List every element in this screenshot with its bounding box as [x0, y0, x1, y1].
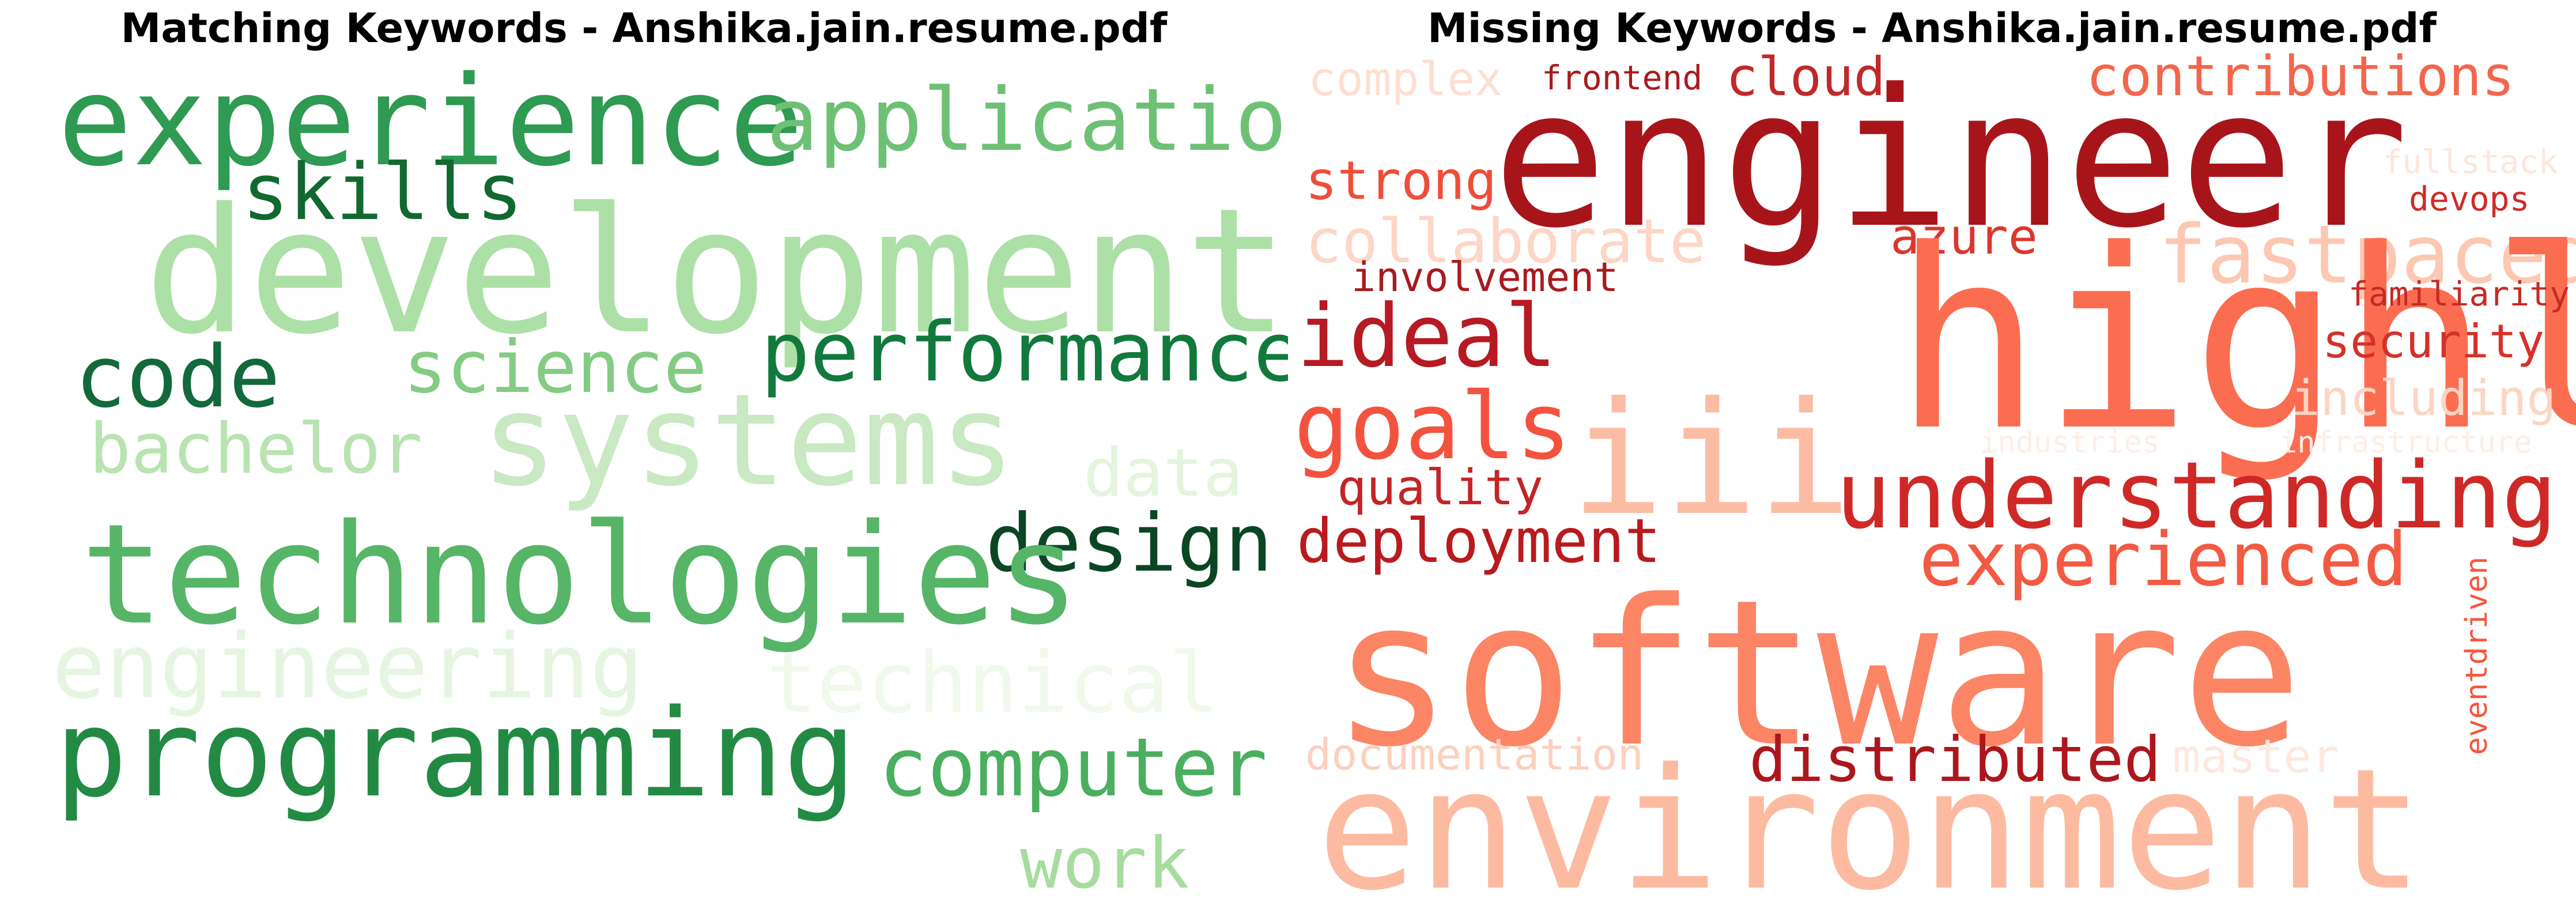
word-involvement: involvement — [1351, 254, 1619, 301]
word-highly: highly — [1893, 197, 2576, 485]
word-performance: performance — [761, 305, 1288, 400]
word-development: development — [144, 171, 1288, 372]
word-ideal: ideal — [1297, 286, 1557, 387]
word-bachelor: bachelor — [89, 409, 422, 489]
word-goals: goals — [1294, 372, 1572, 480]
word-cloud: cloud — [1726, 46, 1886, 108]
word-technical: technical — [766, 635, 1219, 732]
missing-keywords-title: Missing Keywords - Anshika.jain.resume.p… — [1427, 5, 2437, 52]
word-skills: skills — [242, 147, 523, 237]
word-experienced: experienced — [1919, 517, 2408, 603]
word-understanding: understanding — [1835, 441, 2557, 549]
word-software: software — [1331, 556, 2303, 791]
word-master: master — [2173, 730, 2339, 783]
word-experience: experience — [58, 49, 803, 194]
word-code: code — [75, 327, 280, 427]
word-devops: devops — [2409, 179, 2530, 218]
word-documentation: documentation — [1305, 729, 1644, 780]
word-fastpaced: fastpaced — [2158, 208, 2576, 302]
word-deployment: deployment — [1297, 506, 1661, 576]
word-computer: computer — [879, 721, 1267, 815]
matching-word-cloud: experienceapplicationskillsdevelopmentco… — [52, 49, 1288, 904]
word-engineer: engineer — [1493, 48, 2408, 270]
word-industries: industries — [1980, 425, 2160, 460]
word-data: data — [1083, 435, 1243, 512]
word-design: design — [985, 497, 1273, 590]
matching-keywords-title: Matching Keywords - Anshika.jain.resume.… — [120, 5, 1168, 52]
word-familiarity: familiarity — [2348, 274, 2570, 314]
word-science: science — [403, 326, 707, 409]
word-application: application — [766, 70, 1288, 171]
word-azure: azure — [1890, 209, 2038, 266]
word-technologies: technologies — [81, 494, 1080, 655]
word-infrastructure: infrastructure — [2279, 425, 2532, 460]
word-collaborate: collaborate — [1305, 206, 1706, 277]
word-programming: programming — [55, 683, 856, 824]
word-strong: strong — [1305, 150, 1497, 212]
word-engineering: engineering — [52, 614, 644, 719]
word-fullstack: fullstack — [2383, 144, 2558, 181]
word-environment: environment — [1317, 733, 2424, 917]
word-complex: complex — [1308, 52, 1502, 106]
word-systems: systems — [481, 367, 1015, 514]
word-frontend: frontend — [1542, 58, 1702, 97]
word-distributed: distributed — [1749, 724, 2161, 796]
word-contributions: contributions — [2086, 45, 2515, 108]
word-quality: quality — [1337, 459, 1543, 516]
matching-keywords-panel: Matching Keywords - Anshika.jain.resume.… — [52, 5, 1288, 904]
word-including: including — [2291, 370, 2556, 427]
word-eventdriven: eventdriven — [2460, 557, 2494, 755]
word-iii: iii — [1570, 368, 1852, 550]
missing-keywords-panel: Missing Keywords - Anshika.jain.resume.p… — [1288, 0, 2576, 917]
word-work: work — [1020, 822, 1189, 904]
word-security: security — [2322, 315, 2544, 368]
missing-word-cloud: complex frontend cloud contributionsenginee… — [1294, 45, 2576, 917]
